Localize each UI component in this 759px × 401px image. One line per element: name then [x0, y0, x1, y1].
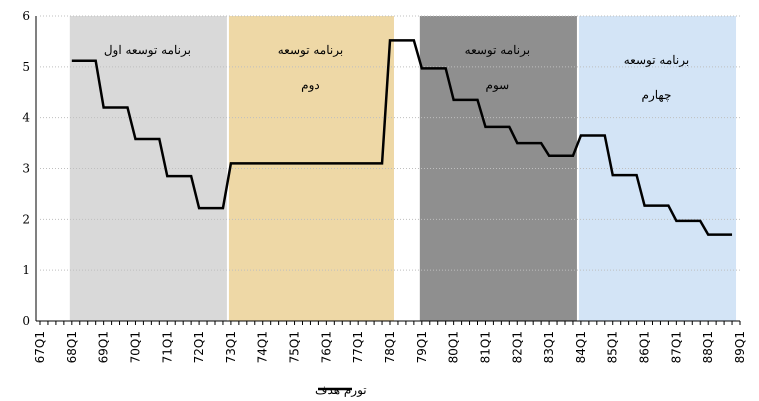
- x-tick-label: 72Q1: [192, 331, 206, 363]
- x-tick-label: 78Q1: [383, 331, 397, 363]
- y-tick-label: 1: [22, 263, 30, 277]
- x-tick-label: 88Q1: [701, 331, 715, 363]
- x-tick-label: 85Q1: [606, 331, 620, 363]
- y-tick-label: 0: [22, 314, 30, 328]
- period-label: سوم: [486, 78, 510, 92]
- x-tick-label: 89Q1: [733, 331, 747, 363]
- x-tick-label: 77Q1: [351, 331, 365, 363]
- series-line: [71, 39, 733, 236]
- y-tick-label: 4: [22, 111, 30, 125]
- legend-label: تورم هدف: [315, 383, 367, 397]
- y-tick-label: 3: [22, 162, 30, 176]
- x-tick-label: 70Q1: [128, 331, 142, 363]
- y-tick-label: 5: [22, 60, 30, 74]
- x-tick-label: 87Q1: [669, 331, 683, 363]
- period-label: برنامه توسعه: [465, 43, 530, 57]
- x-tick-label: 71Q1: [160, 331, 174, 363]
- x-tick-label: 79Q1: [415, 331, 429, 363]
- x-tick-label: 69Q1: [97, 331, 111, 363]
- x-tick-label: 75Q1: [288, 331, 302, 363]
- x-tick-label: 82Q1: [510, 331, 524, 363]
- x-tick-label: 80Q1: [447, 331, 461, 363]
- x-tick-label: 76Q1: [319, 331, 333, 363]
- y-tick-label: 6: [22, 9, 30, 23]
- x-tick-label: 73Q1: [224, 331, 238, 363]
- x-tick-label: 68Q1: [65, 331, 79, 363]
- x-tick-label: 67Q1: [33, 331, 47, 363]
- y-tick-label: 2: [22, 212, 30, 226]
- period-label: برنامه توسعه: [278, 43, 343, 57]
- period-label: برنامه توسعه اول: [104, 43, 191, 57]
- x-tick-label: 74Q1: [256, 331, 270, 363]
- period-label: برنامه توسعه: [624, 53, 689, 67]
- x-tick-label: 83Q1: [542, 331, 556, 363]
- x-tick-label: 86Q1: [638, 331, 652, 363]
- period-label: چهارم: [642, 88, 672, 102]
- x-tick-label: 81Q1: [478, 331, 492, 363]
- x-tick-label: 84Q1: [574, 331, 588, 363]
- period-label: دوم: [301, 78, 320, 92]
